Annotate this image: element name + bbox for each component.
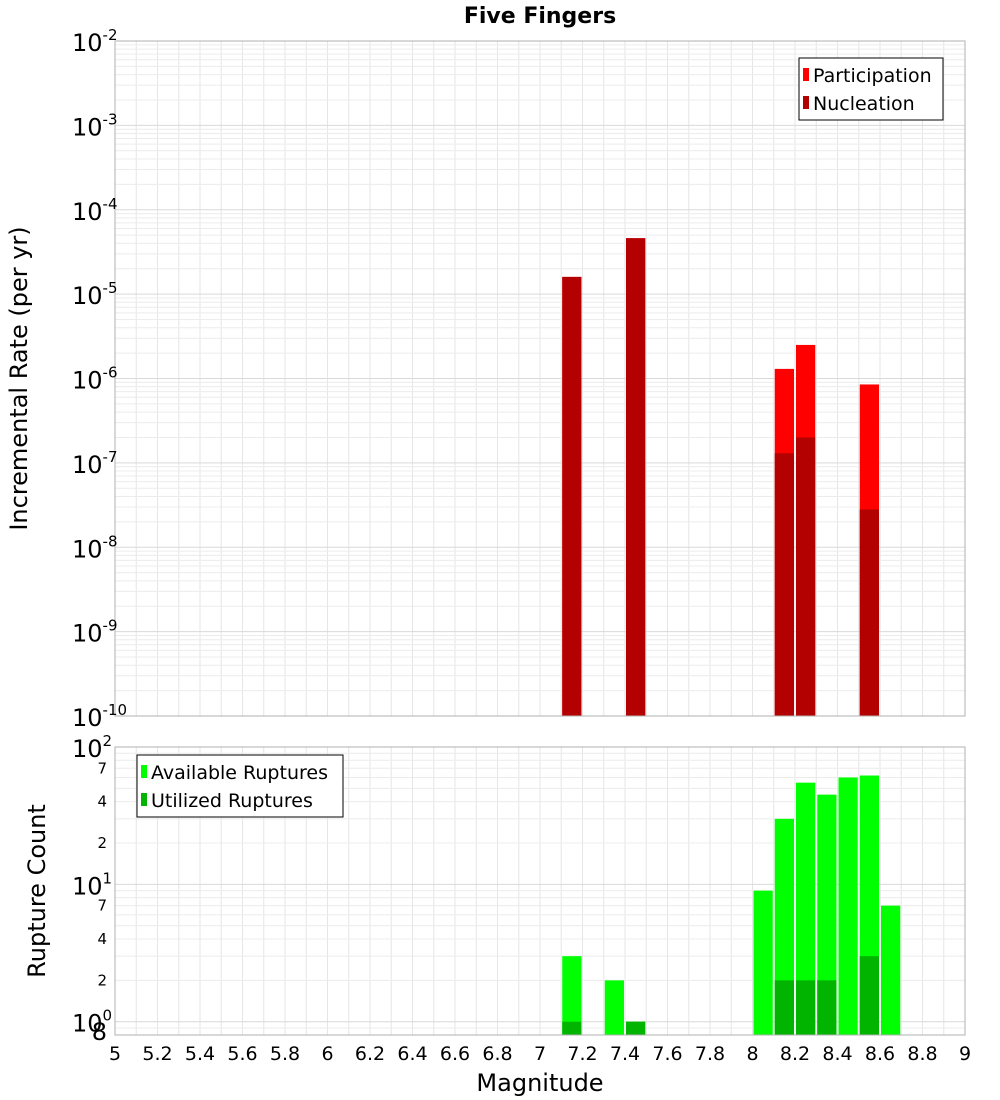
top-y-tick-label: 10-7 [72, 448, 118, 479]
bottom-y-axis-label: Rupture Count [23, 804, 51, 978]
bottom-bar-utilized-ruptures [817, 980, 837, 1035]
top-grid [114, 41, 966, 717]
bottom-bar-available-ruptures [796, 782, 816, 1035]
bottom-legend-label: Available Ruptures [151, 762, 328, 784]
top-legend-swatch [803, 96, 809, 109]
x-tick-label: 8.6 [865, 1043, 895, 1065]
bottom-legend-swatch [141, 765, 147, 778]
bottom-plot-frame [114, 746, 966, 1036]
bottom-y-minor-tick-label: 2 [97, 971, 107, 989]
bottom-bar-utilized-ruptures [626, 1021, 646, 1035]
x-tick-label: 6.2 [355, 1043, 385, 1065]
top-bar-nucleation [626, 238, 646, 716]
x-tick-label: 8.2 [780, 1043, 810, 1065]
x-tick-label: 7.6 [652, 1043, 682, 1065]
top-y-axis-label: Incremental Rate (per yr) [5, 226, 33, 530]
x-tick-label: 9 [959, 1043, 971, 1065]
top-y-tick-label: 10-4 [72, 195, 118, 226]
top-bar-nucleation [859, 509, 879, 716]
x-tick-label: 5.8 [270, 1043, 300, 1065]
bottom-bar-utilized-ruptures [796, 980, 816, 1035]
chart-title: Five Fingers [464, 4, 616, 29]
top-y-tick-label: 10-6 [72, 364, 118, 395]
top-bar-nucleation [796, 437, 816, 716]
bottom-legend-label: Utilized Ruptures [151, 790, 313, 812]
bottom-bar-available-ruptures [838, 777, 858, 1035]
x-axis-label: Magnitude [476, 1069, 603, 1097]
top-y-tick-label: 10-3 [72, 110, 118, 141]
bottom-y-minor-tick-label: 4 [97, 793, 107, 811]
top-plot-frame [114, 40, 966, 717]
x-tick-label: 7.2 [567, 1043, 597, 1065]
bottom-bar-available-ruptures [604, 980, 624, 1035]
top-legend-swatch [803, 68, 809, 81]
bottom-legend-box [136, 754, 344, 818]
bottom-bar-available-ruptures [753, 890, 773, 1035]
x-tick-label: 5.2 [142, 1043, 172, 1065]
x-tick-label: 5 [109, 1043, 121, 1065]
x-tick-label: 7.8 [695, 1043, 725, 1065]
top-y-tick-label: 10-8 [72, 532, 118, 563]
bottom-y-minor-tick-label: 7 [97, 759, 107, 777]
x-tick-label: 6 [321, 1043, 333, 1065]
x-tick-label: 8 [746, 1043, 758, 1065]
top-y-tick-label: 10-9 [72, 617, 118, 648]
bottom-y-tick-label: 102 [72, 732, 112, 763]
x-tick-label: 5.4 [185, 1043, 215, 1065]
x-tick-label: 8.8 [907, 1043, 937, 1065]
top-y-tick-label: 10-10 [72, 701, 127, 732]
top-bar-nucleation [774, 453, 794, 716]
bottom-y-minor-tick-label: 8 [92, 1018, 107, 1046]
x-tick-label: 7.4 [610, 1043, 640, 1065]
x-tick-label: 8.4 [822, 1043, 852, 1065]
x-tick-label: 5.6 [227, 1043, 257, 1065]
top-legend-box [798, 57, 944, 121]
bottom-bar-available-ruptures [562, 956, 582, 1035]
bottom-legend-swatch [141, 793, 147, 806]
top-legend-label: Participation [813, 65, 932, 87]
bottom-y-minor-tick-label: 2 [97, 834, 107, 852]
bottom-bar-utilized-ruptures [859, 956, 879, 1035]
x-tick-label: 6.6 [440, 1043, 470, 1065]
top-y-tick-label: 10-2 [72, 26, 118, 57]
bottom-y-minor-tick-label: 4 [97, 930, 107, 948]
top-bar-nucleation [562, 276, 582, 716]
bottom-y-minor-tick-label: 7 [97, 897, 107, 915]
top-y-tick-label: 10-5 [72, 279, 118, 310]
bottom-bar-utilized-ruptures [562, 1021, 582, 1035]
x-tick-label: 6.8 [482, 1043, 512, 1065]
x-tick-label: 6.4 [397, 1043, 427, 1065]
x-tick-label: 7 [534, 1043, 546, 1065]
bottom-bar-available-ruptures [881, 905, 901, 1035]
bottom-bar-available-ruptures [817, 794, 837, 1035]
top-legend-label: Nucleation [813, 93, 915, 115]
bottom-bar-utilized-ruptures [774, 980, 794, 1035]
